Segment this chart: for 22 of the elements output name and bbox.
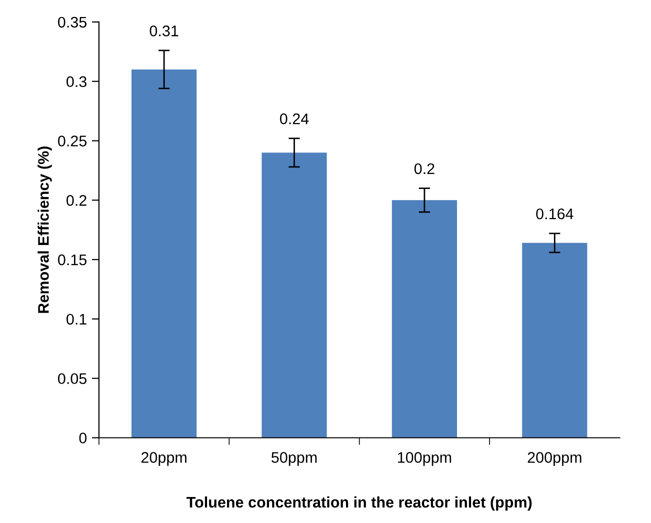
y-tick-label: 0.05 (58, 373, 87, 384)
x-tick-label: 200ppm (528, 452, 582, 466)
bar (392, 200, 457, 438)
y-axis-title: Removal Efficiency (%) (38, 146, 52, 313)
x-tick-label: 20ppm (141, 452, 186, 466)
y-tick-label: 0 (79, 432, 87, 444)
y-tick-label: 0.25 (58, 136, 87, 146)
data-label: 0.24 (280, 113, 309, 124)
y-tick-label: 0.3 (66, 76, 86, 88)
y-tick-label: 0.35 (58, 16, 87, 28)
data-label: 0.31 (150, 26, 178, 36)
x-tick-label: 100ppm (398, 452, 452, 466)
bar (262, 152, 327, 438)
y-tick-label: 0.15 (58, 254, 87, 266)
x-tick-label: 50ppm (272, 452, 317, 466)
bar (522, 242, 588, 438)
y-tick-label: 0.1 (66, 314, 86, 325)
bar (132, 69, 197, 438)
data-label: 0.164 (536, 208, 574, 220)
y-tick-label: 0.2 (66, 195, 86, 206)
x-axis-title: Toluene concentration in the reactor inlet (ppm) (186, 496, 532, 511)
data-label: 0.2 (414, 163, 434, 174)
